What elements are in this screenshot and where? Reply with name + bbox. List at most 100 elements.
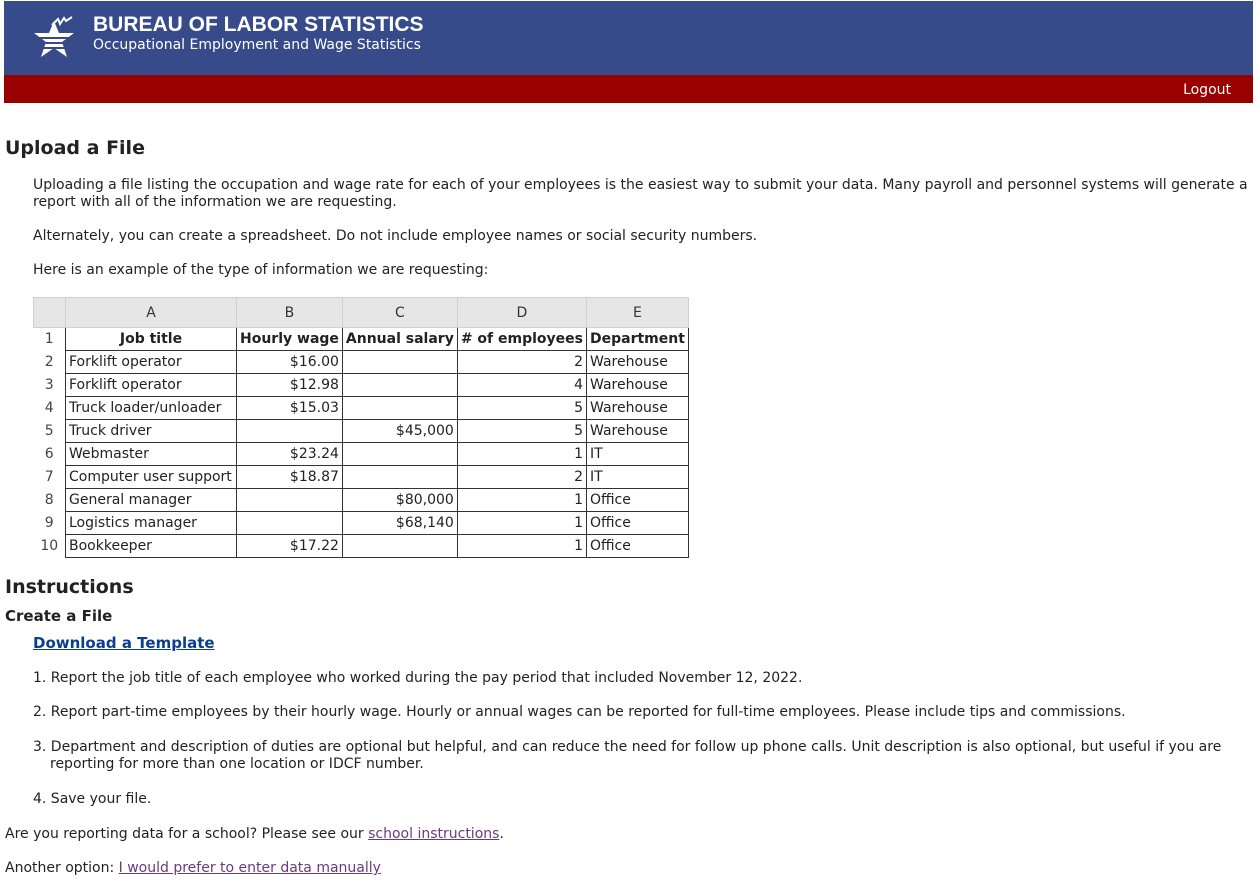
table-cell: Office <box>586 488 689 512</box>
table-row: 3 Forklift operator $12.98 4 Warehouse <box>33 373 689 397</box>
download-template-link[interactable]: Download a Template <box>33 634 215 652</box>
row-number: 1 <box>33 327 66 351</box>
table-cell: Forklift operator <box>65 373 237 397</box>
site-title: BUREAU OF LABOR STATISTICS <box>93 13 424 36</box>
table-row: 9 Logistics manager $68,140 1 Office <box>33 511 689 535</box>
row-number: 6 <box>33 442 66 466</box>
table-cell <box>341 396 458 420</box>
header-cell: Annual salary <box>341 327 458 351</box>
table-cell: IT <box>586 442 689 466</box>
table-cell: $17.22 <box>236 534 343 558</box>
corner-cell <box>33 297 66 328</box>
table-cell: 4 <box>456 373 588 397</box>
table-cell: $12.98 <box>236 373 343 397</box>
row-number: 4 <box>33 396 66 420</box>
logout-link[interactable]: Logout <box>1183 82 1231 98</box>
table-cell: 1 <box>456 442 588 466</box>
table-cell: 2 <box>456 350 588 374</box>
table-cell <box>341 373 458 397</box>
column-letter: C <box>341 297 458 328</box>
school-note: Are you reporting data for a school? Ple… <box>5 826 504 843</box>
table-cell: Warehouse <box>586 396 689 420</box>
table-cell: 1 <box>456 488 588 512</box>
example-spreadsheet: A B C D E 1 Job title Hourly wage Annual… <box>33 297 689 558</box>
table-row: 10 Bookkeeper $17.22 1 Office <box>33 534 689 558</box>
table-row: 4 Truck loader/unloader $15.03 5 Warehouse <box>33 396 689 420</box>
table-cell: Office <box>586 534 689 558</box>
column-letter: B <box>236 297 343 328</box>
table-cell: Logistics manager <box>65 511 237 535</box>
row-number: 9 <box>33 511 66 535</box>
table-cell: General manager <box>65 488 237 512</box>
row-number: 7 <box>33 465 66 489</box>
table-cell: $15.03 <box>236 396 343 420</box>
table-cell: Computer user support <box>65 465 237 489</box>
table-cell <box>341 465 458 489</box>
instructions-heading: Instructions <box>5 576 134 598</box>
instruction-step: 3. Department and description of duties … <box>33 739 1222 772</box>
header-cell: Job title <box>65 327 237 351</box>
table-cell: 5 <box>456 419 588 443</box>
table-row: 7 Computer user support $18.87 2 IT <box>33 465 689 489</box>
table-cell: $16.00 <box>236 350 343 374</box>
table-row: 8 General manager $80,000 1 Office <box>33 488 689 512</box>
table-row: 5 Truck driver $45,000 5 Warehouse <box>33 419 689 443</box>
table-cell: 2 <box>456 465 588 489</box>
table-cell: Truck loader/unloader <box>65 396 237 420</box>
column-letter: E <box>586 297 689 328</box>
table-cell <box>236 419 343 443</box>
table-cell: Webmaster <box>65 442 237 466</box>
example-paragraph: Here is an example of the type of inform… <box>33 262 489 278</box>
table-cell <box>341 442 458 466</box>
table-cell: $45,000 <box>341 419 458 443</box>
alternate-paragraph: Alternately, you can create a spreadshee… <box>33 228 758 244</box>
column-letter: A <box>65 297 237 328</box>
bls-star-logo-icon <box>34 16 74 57</box>
table-cell: $68,140 <box>341 511 458 535</box>
table-cell: Forklift operator <box>65 350 237 374</box>
table-cell: Warehouse <box>586 373 689 397</box>
header-cell: Hourly wage <box>236 327 343 351</box>
table-row: 6 Webmaster $23.24 1 IT <box>33 442 689 466</box>
table-cell <box>341 350 458 374</box>
page-title: Upload a File <box>5 137 145 159</box>
table-cell: $23.24 <box>236 442 343 466</box>
table-cell: Warehouse <box>586 350 689 374</box>
table-cell: IT <box>586 465 689 489</box>
instruction-step: 1. Report the job title of each employee… <box>33 670 803 686</box>
row-number: 2 <box>33 350 66 374</box>
site-header: BUREAU OF LABOR STATISTICS Occupational … <box>4 1 1253 75</box>
table-row: 2 Forklift operator $16.00 2 Warehouse <box>33 350 689 374</box>
table-cell: Warehouse <box>586 419 689 443</box>
site-subtitle: Occupational Employment and Wage Statist… <box>93 37 421 53</box>
manual-text: Another option: <box>5 860 119 876</box>
column-letter: D <box>456 297 588 328</box>
table-cell: Bookkeeper <box>65 534 237 558</box>
table-cell: 1 <box>456 534 588 558</box>
table-cell: Truck driver <box>65 419 237 443</box>
row-number: 3 <box>33 373 66 397</box>
table-cell <box>236 488 343 512</box>
create-file-heading: Create a File <box>5 607 113 625</box>
table-cell: $80,000 <box>341 488 458 512</box>
row-number: 10 <box>33 534 66 558</box>
row-number: 8 <box>33 488 66 512</box>
nav-bar: Logout <box>4 75 1253 103</box>
table-cell: 5 <box>456 396 588 420</box>
table-cell <box>341 534 458 558</box>
intro-paragraph: Uploading a file listing the occupation … <box>33 177 1248 210</box>
header-cell: Department <box>586 327 689 351</box>
table-cell: 1 <box>456 511 588 535</box>
school-instructions-link[interactable]: school instructions <box>368 826 500 842</box>
manual-note: Another option: I would prefer to enter … <box>5 860 381 877</box>
table-cell <box>236 511 343 535</box>
school-text: Are you reporting data for a school? Ple… <box>5 826 369 842</box>
manual-entry-link[interactable]: I would prefer to enter data manually <box>118 860 381 876</box>
school-end: . <box>499 826 504 842</box>
header-cell: # of employees <box>456 327 588 351</box>
table-cell: Office <box>586 511 689 535</box>
instruction-step: 4. Save your file. <box>33 791 152 807</box>
table-cell: $18.87 <box>236 465 343 489</box>
row-number: 5 <box>33 419 66 443</box>
instruction-step: 2. Report part-time employees by their h… <box>33 704 1126 720</box>
